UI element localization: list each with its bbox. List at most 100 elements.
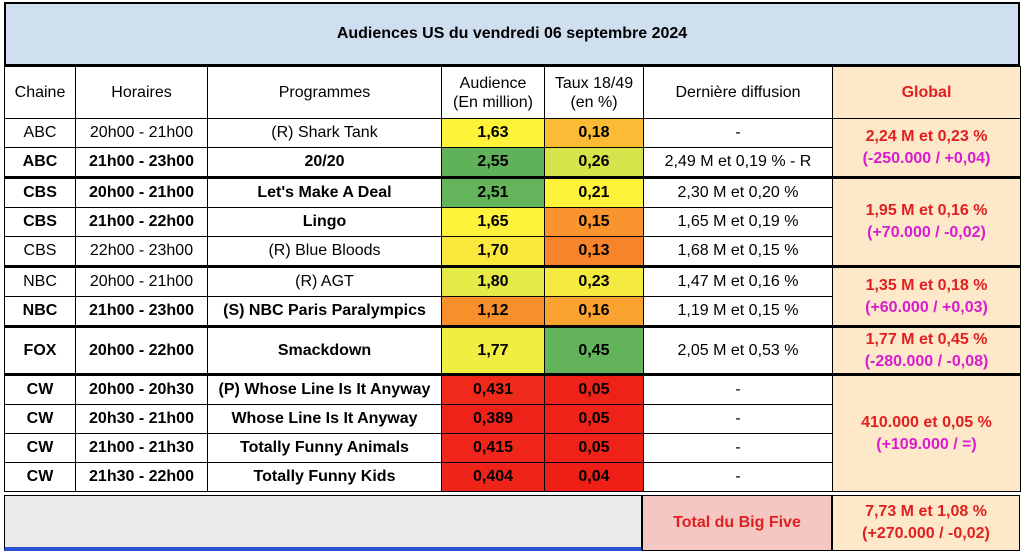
- cell-programme: Let's Make A Deal: [207, 176, 442, 208]
- cell-programme: Lingo: [207, 207, 442, 237]
- cell-horaires: 21h00 - 23h00: [75, 296, 208, 327]
- cell-programme: (R) Blue Bloods: [207, 236, 442, 267]
- cell-audience: 1,80: [441, 265, 545, 297]
- cell-taux: 0,05: [544, 404, 644, 434]
- total-value-cell: 7,73 M et 1,08 % (+270.000 / -0,02): [832, 495, 1020, 551]
- cell-chaine: CW: [4, 404, 76, 434]
- audience-table: Chaine Horaires Programmes Audience (En m…: [4, 66, 1021, 492]
- cell-taux: 0,05: [544, 433, 644, 463]
- total-label: Total du Big Five: [642, 495, 832, 551]
- cell-audience: 1,77: [441, 325, 545, 375]
- cell-taux: 0,18: [544, 118, 644, 148]
- cell-derniere: 1,65 M et 0,19 %: [643, 207, 833, 237]
- header-global: Global: [832, 66, 1021, 119]
- cell-horaires: 22h00 - 23h00: [75, 236, 208, 267]
- header-taux-line2: (en %): [570, 93, 618, 111]
- cell-audience: 1,70: [441, 236, 545, 267]
- cell-audience: 0,415: [441, 433, 545, 463]
- cell-taux: 0,21: [544, 176, 644, 208]
- global-line2: (+109.000 / =): [876, 435, 977, 453]
- global-line2: (-280.000 / -0,08): [864, 352, 989, 370]
- cell-programme: (R) AGT: [207, 265, 442, 297]
- cell-audience: 2,51: [441, 176, 545, 208]
- cell-chaine: CBS: [4, 207, 76, 237]
- header-chaine: Chaine: [4, 66, 76, 119]
- header-programmes: Programmes: [207, 66, 442, 119]
- cell-taux: 0,15: [544, 207, 644, 237]
- header-horaires: Horaires: [75, 66, 208, 119]
- global-line1: 1,77 M et 0,45 %: [865, 330, 988, 348]
- global-line2: (+70.000 / -0,02): [867, 224, 986, 241]
- cell-chaine: CBS: [4, 236, 76, 267]
- table-row: FOX 20h00 - 22h00 Smackdown 1,77 0,45 2,05 M …: [4, 325, 1021, 375]
- cell-audience: 0,389: [441, 404, 545, 434]
- header-audience-line2: (En million): [452, 93, 533, 111]
- cell-horaires: 20h00 - 21h00: [75, 265, 208, 297]
- cell-global: 1,35 M et 0,18 % (+60.000 / +0,03): [832, 265, 1021, 327]
- cell-chaine: FOX: [4, 325, 76, 375]
- cell-audience: 0,404: [441, 462, 545, 492]
- cell-derniere: -: [643, 118, 833, 148]
- global-line2: (+60.000 / +0,03): [865, 298, 988, 316]
- cell-chaine: ABC: [4, 118, 76, 148]
- cell-chaine: CW: [4, 462, 76, 492]
- global-line2: (-250.000 / +0,04): [862, 149, 991, 167]
- header-audience-line1: Audience: [459, 74, 527, 92]
- cell-derniere: -: [643, 462, 833, 492]
- cell-horaires: 20h00 - 20h30: [75, 373, 208, 405]
- cell-audience: 2,55: [441, 147, 545, 178]
- cell-chaine: NBC: [4, 265, 76, 297]
- cell-derniere: 2,49 M et 0,19 % - R: [643, 147, 833, 178]
- header-taux: Taux 18/49 (en %): [544, 66, 644, 119]
- table-row: CW 21h30 - 22h00 Totally Funny Kids 0,404 0,…: [4, 462, 1021, 492]
- cell-global: 410.000 et 0,05 % (+109.000 / =): [832, 373, 1021, 492]
- header-derniere: Dernière diffusion: [643, 66, 833, 119]
- cell-global: 2,24 M et 0,23 % (-250.000 / +0,04): [832, 118, 1021, 178]
- cell-audience: 1,65: [441, 207, 545, 237]
- cell-horaires: 21h00 - 22h00: [75, 207, 208, 237]
- cell-taux: 0,05: [544, 373, 644, 405]
- cell-programme: 20/20: [207, 147, 442, 178]
- cell-derniere: -: [643, 433, 833, 463]
- cell-audience: 0,431: [441, 373, 545, 405]
- global-line1: 2,24 M et 0,23 %: [865, 127, 988, 145]
- cell-derniere: -: [643, 404, 833, 434]
- global-line1: 1,35 M et 0,18 %: [865, 276, 988, 294]
- cell-taux: 0,04: [544, 462, 644, 492]
- cell-programme: Totally Funny Kids: [207, 462, 442, 492]
- table-body: ABC 20h00 - 21h00 (R) Shark Tank 1,63 0,18-2…: [4, 118, 1021, 492]
- cell-taux: 0,45: [544, 325, 644, 375]
- cell-chaine: CW: [4, 373, 76, 405]
- cell-global: 1,95 M et 0,16 % (+70.000 / -0,02): [832, 176, 1021, 267]
- header-taux-line1: Taux 18/49: [554, 74, 634, 92]
- table-row: CBS 20h00 - 21h00 Let's Make A Deal 2,51 0,2…: [4, 176, 1021, 267]
- cell-chaine: CBS: [4, 176, 76, 208]
- table-row: NBC 20h00 - 21h00 (R) AGT 1,80 0,23 1,47 M et…: [4, 265, 1021, 327]
- cell-taux: 0,13: [544, 236, 644, 267]
- table-row: ABC 20h00 - 21h00 (R) Shark Tank 1,63 0,18-2…: [4, 118, 1021, 178]
- cell-derniere: 1,68 M et 0,15 %: [643, 236, 833, 267]
- cell-horaires: 21h00 - 21h30: [75, 433, 208, 463]
- table-row: CBS 21h00 - 22h00 Lingo 1,65 0,15 1,65 M et 0…: [4, 207, 1021, 237]
- cell-horaires: 21h30 - 22h00: [75, 462, 208, 492]
- cell-programme: (S) NBC Paris Paralympics: [207, 296, 442, 327]
- cell-horaires: 21h00 - 23h00: [75, 147, 208, 178]
- cell-horaires: 20h00 - 21h00: [75, 176, 208, 208]
- cell-horaires: 20h00 - 22h00: [75, 325, 208, 375]
- cell-programme: Whose Line Is It Anyway: [207, 404, 442, 434]
- cell-derniere: 2,05 M et 0,53 %: [643, 325, 833, 375]
- cell-horaires: 20h00 - 21h00: [75, 118, 208, 148]
- cell-taux: 0,23: [544, 265, 644, 297]
- table-row: CW 21h00 - 21h30 Totally Funny Animals 0,41…: [4, 433, 1021, 463]
- footer-empty-cell: [4, 495, 642, 551]
- cell-global: 1,77 M et 0,45 % (-280.000 / -0,08): [832, 325, 1021, 375]
- cell-chaine: ABC: [4, 147, 76, 178]
- cell-programme: (R) Shark Tank: [207, 118, 442, 148]
- cell-chaine: NBC: [4, 296, 76, 327]
- table-row: ABC 21h00 - 23h00 20/20 2,55 0,26 2,49 M et 0…: [4, 147, 1021, 178]
- header-audience: Audience (En million): [441, 66, 545, 119]
- cell-programme: (P) Whose Line Is It Anyway: [207, 373, 442, 405]
- cell-horaires: 20h30 - 21h00: [75, 404, 208, 434]
- cell-chaine: CW: [4, 433, 76, 463]
- cell-audience: 1,63: [441, 118, 545, 148]
